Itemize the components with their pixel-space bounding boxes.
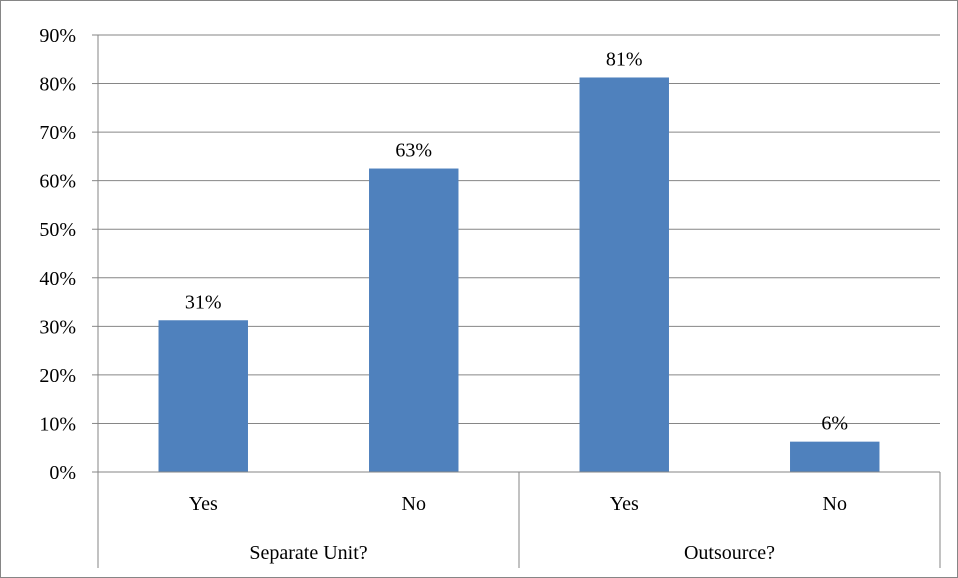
x-group-label: Separate Unit? bbox=[249, 542, 367, 564]
bars bbox=[158, 77, 880, 472]
data-label: 31% bbox=[185, 291, 222, 313]
data-label: 81% bbox=[606, 48, 643, 70]
bar bbox=[369, 168, 459, 472]
y-tick-label: 90% bbox=[39, 25, 76, 47]
y-tick-label: 30% bbox=[39, 316, 76, 338]
x-category-label: No bbox=[823, 493, 847, 515]
data-labels: 31% 63% 81% 6% bbox=[185, 48, 848, 434]
x-category-label: Yes bbox=[610, 493, 639, 515]
x-category-label: No bbox=[402, 493, 426, 515]
y-tick-label: 60% bbox=[39, 171, 76, 193]
y-tick-label: 70% bbox=[39, 122, 76, 144]
y-tick-label: 50% bbox=[39, 219, 76, 241]
bar bbox=[579, 77, 669, 472]
y-tick-label: 40% bbox=[39, 268, 76, 290]
y-tick-label: 20% bbox=[39, 365, 76, 387]
bar bbox=[158, 320, 248, 472]
data-label: 63% bbox=[395, 140, 432, 162]
y-tick-label: 10% bbox=[39, 413, 76, 435]
y-tick-label: 0% bbox=[49, 462, 76, 484]
x-category-label: Yes bbox=[189, 493, 218, 515]
y-tick-label: 80% bbox=[39, 74, 76, 96]
x-group-label: Outsource? bbox=[684, 542, 775, 564]
data-label: 6% bbox=[821, 413, 848, 435]
axes: 0% 10% 20% 30% 40% 50% 60% 70% 80% 90% Yes No Yes No S… bbox=[39, 25, 941, 568]
bar bbox=[790, 441, 880, 472]
